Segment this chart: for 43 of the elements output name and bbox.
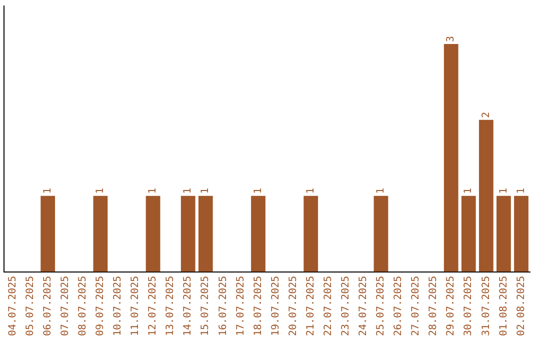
x-tick-label: 10.07.2025 bbox=[112, 276, 124, 336]
data-label: 1 bbox=[42, 188, 54, 194]
x-tick-label: 06.07.2025 bbox=[42, 276, 54, 336]
x-tick-label: 25.07.2025 bbox=[376, 276, 387, 336]
data-label: 1 bbox=[463, 188, 474, 194]
data-label: 1 bbox=[148, 188, 159, 194]
x-tick-label: 18.07.2025 bbox=[252, 276, 264, 336]
x-tick-label: 08.07.2025 bbox=[77, 276, 88, 336]
x-tick-label: 20.07.2025 bbox=[288, 276, 299, 336]
x-tick-label: 04.07.2025 bbox=[7, 276, 18, 336]
x-tick-label: 23.07.2025 bbox=[340, 276, 352, 336]
x-tick-label: 30.07.2025 bbox=[463, 276, 474, 336]
x-tick-label: 27.07.2025 bbox=[410, 276, 422, 336]
x-tick-label: 29.07.2025 bbox=[446, 276, 457, 336]
x-tick-label: 15.07.2025 bbox=[200, 276, 212, 336]
x-tick-label: 31.07.2025 bbox=[480, 276, 492, 336]
x-tick-label: 16.07.2025 bbox=[218, 276, 229, 336]
data-label: 1 bbox=[95, 188, 106, 194]
x-tick-label: 07.07.2025 bbox=[60, 276, 71, 336]
data-label: 1 bbox=[516, 188, 527, 194]
x-tick-label: 01.08.2025 bbox=[498, 276, 510, 336]
x-tick-label: 09.07.2025 bbox=[95, 276, 106, 336]
x-tick-label: 14.07.2025 bbox=[182, 276, 194, 336]
data-label: 1 bbox=[376, 188, 387, 194]
data-label: 3 bbox=[446, 36, 457, 42]
data-label: 1 bbox=[252, 188, 264, 194]
x-tick-label: 13.07.2025 bbox=[165, 276, 176, 336]
x-tick-label: 12.07.2025 bbox=[148, 276, 159, 336]
x-tick-label: 28.07.2025 bbox=[428, 276, 440, 336]
x-tick-label: 17.07.2025 bbox=[235, 276, 246, 336]
data-label: 1 bbox=[182, 188, 194, 194]
x-tick-label: 11.07.2025 bbox=[130, 276, 142, 336]
data-label: 2 bbox=[480, 112, 492, 118]
x-tick-label: 22.07.2025 bbox=[322, 276, 334, 336]
x-tick-label: 02.08.2025 bbox=[516, 276, 527, 336]
x-tick-label: 24.07.2025 bbox=[358, 276, 370, 336]
x-tick-label: 26.07.2025 bbox=[393, 276, 404, 336]
data-label: 1 bbox=[305, 188, 316, 194]
data-label: 1 bbox=[200, 188, 212, 194]
data-label: 1 bbox=[498, 188, 510, 194]
x-tick-label: 21.07.2025 bbox=[305, 276, 316, 336]
x-tick-label: 05.07.2025 bbox=[24, 276, 36, 336]
x-tick-label: 19.07.2025 bbox=[270, 276, 282, 336]
